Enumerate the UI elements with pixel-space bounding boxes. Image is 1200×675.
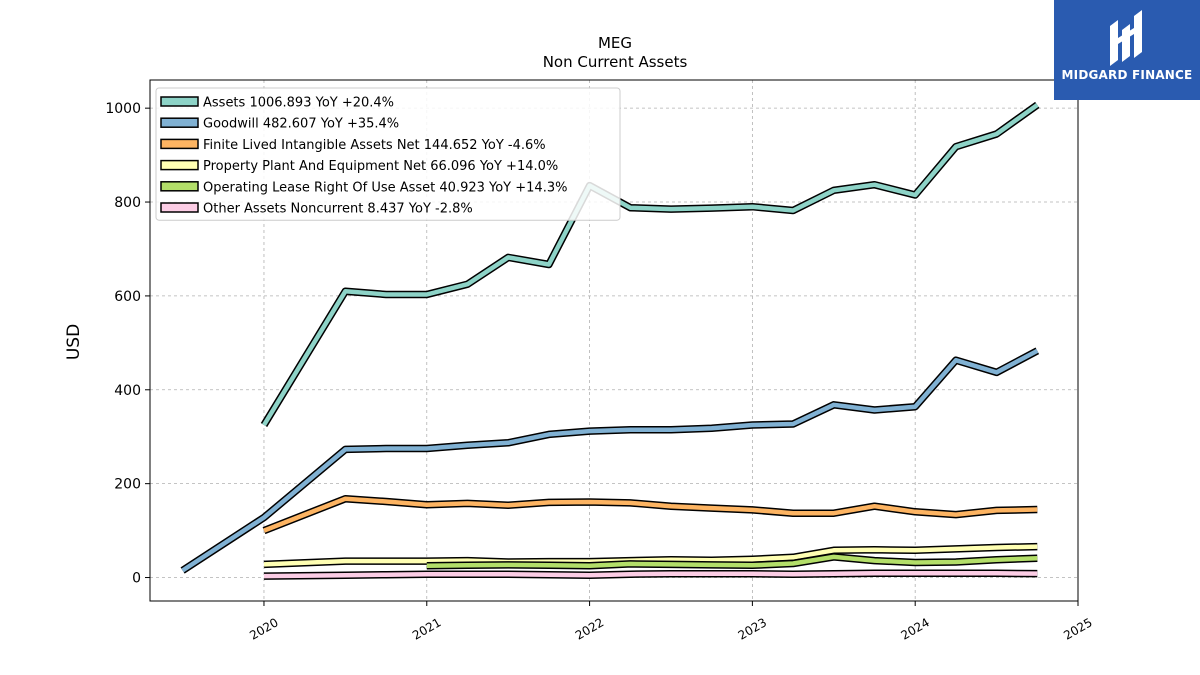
series-line-4 (426, 554, 1038, 569)
brand-logo-text: MIDGARD FINANCE (1061, 68, 1193, 82)
y-axis-label: USD (64, 324, 84, 360)
series-line-5 (263, 571, 1038, 579)
logo-mark-icon (1110, 10, 1142, 66)
legend: Assets 1006.893 YoY +20.4% Goodwill 482.6… (155, 87, 621, 221)
y-tick-label: 1000 (105, 101, 141, 117)
series-line-3 (263, 544, 1038, 567)
brand-logo: MIDGARD FINANCE (1054, 0, 1200, 100)
legend-label-1: Goodwill 482.607 YoY +35.4% (203, 117, 399, 132)
series-line-0 (262, 103, 1039, 427)
legend-swatch-2 (160, 138, 199, 150)
x-tick-label: 2023 (736, 615, 769, 642)
x-tick-label: 2024 (898, 615, 931, 642)
legend-label-2: Finite Lived Intangible Assets Net 144.6… (203, 138, 546, 153)
x-tick-label: 2020 (247, 615, 280, 642)
y-tick-label: 0 (132, 571, 141, 587)
legend-swatch-5 (160, 202, 199, 213)
legend-swatch-1 (160, 117, 199, 128)
legend-label-5: Other Assets Noncurrent 8.437 YoY -2.8% (203, 202, 473, 217)
legend-label-0: Assets 1006.893 YoY +20.4% (203, 96, 394, 111)
plot-area (180, 101, 1040, 580)
legend-label-3: Property Plant And Equipment Net 66.096 … (203, 159, 558, 174)
x-tick-label: 2022 (573, 615, 606, 642)
x-tick-label: 2021 (410, 615, 443, 642)
y-tick-label: 200 (114, 477, 141, 493)
series-line-outline-1 (180, 347, 1040, 574)
legend-box (155, 87, 621, 221)
y-tick-label: 400 (114, 383, 141, 399)
legend-swatch-0 (160, 96, 199, 107)
legend-label-4: Operating Lease Right Of Use Asset 40.92… (203, 180, 567, 195)
series-line-1 (181, 348, 1039, 573)
chart-subtitle: Non Current Assets (543, 53, 688, 71)
plot-frame (149, 79, 1079, 602)
y-tick-label: 600 (114, 289, 141, 305)
legend-swatch-3 (160, 159, 199, 171)
x-tick-label: 2025 (1061, 615, 1094, 642)
chart-title: MEG (598, 34, 632, 52)
y-tick-label: 800 (114, 195, 141, 211)
legend-swatch-4 (160, 181, 199, 192)
series-line-2 (263, 496, 1038, 533)
